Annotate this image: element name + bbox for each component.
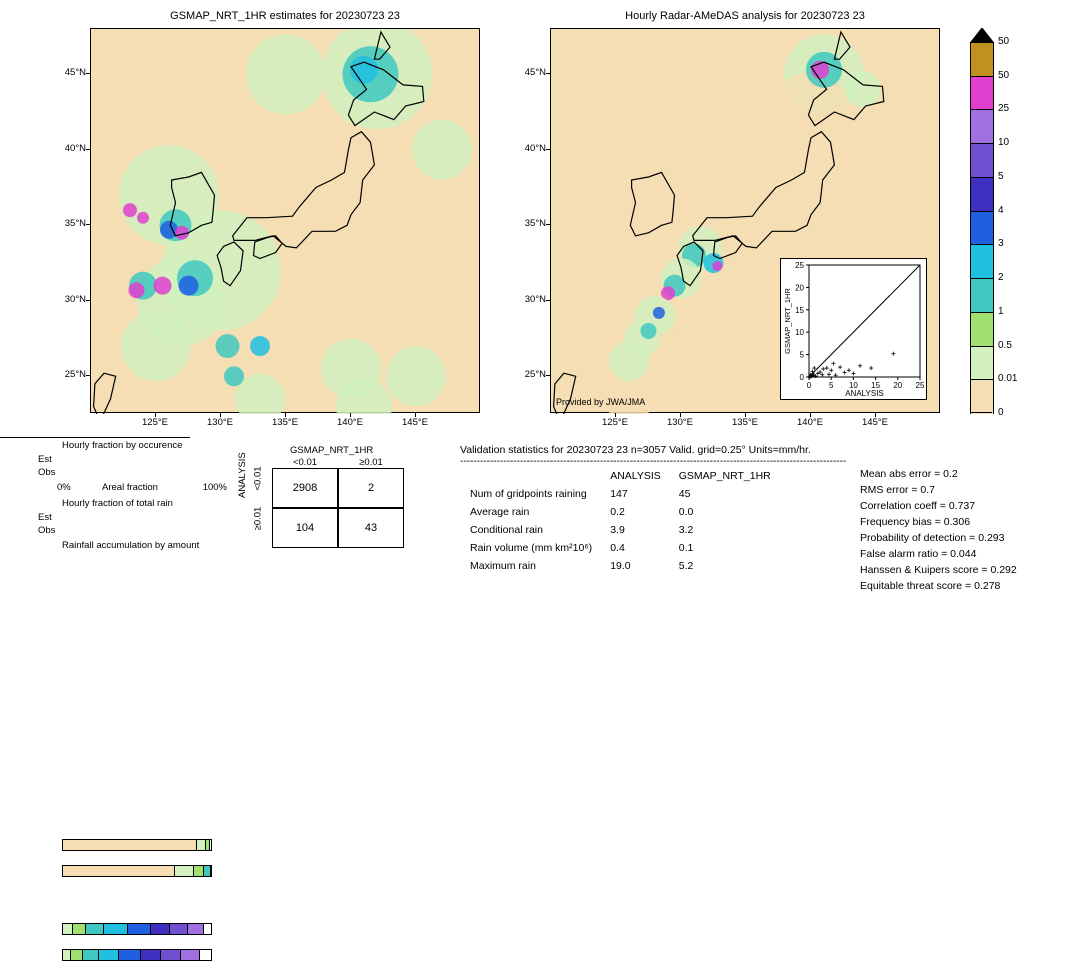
validation-metrics: Mean abs error = 0.2RMS error = 0.7Corre…: [860, 466, 1017, 594]
map-title: GSMAP_NRT_1HR estimates for 20230723 23: [90, 10, 480, 22]
map-panel: [90, 28, 480, 413]
svg-text:10: 10: [795, 328, 804, 337]
validation-title: Validation statistics for 20230723 23 n=…: [460, 444, 811, 456]
svg-text:0: 0: [807, 381, 812, 390]
contingency-cell: 104: [272, 508, 338, 548]
contingency-cell: 43: [338, 508, 404, 548]
map-title: Hourly Radar-AMeDAS analysis for 2023072…: [550, 10, 940, 22]
svg-text:20: 20: [893, 381, 902, 390]
svg-text:25: 25: [795, 261, 804, 270]
occurrence-title: Hourly fraction by occurence: [62, 440, 182, 451]
svg-text:25: 25: [916, 381, 925, 390]
validation-table: ANALYSISGSMAP_NRT_1HRNum of gridpoints r…: [460, 466, 781, 576]
svg-text:15: 15: [795, 306, 804, 315]
svg-text:20: 20: [795, 283, 804, 292]
map-credit: Provided by JWA/JMA: [556, 397, 645, 407]
contingency-cell: 2: [338, 468, 404, 508]
totalrain-title: Hourly fraction of total rain: [62, 498, 173, 509]
contingency-title: GSMAP_NRT_1HR: [290, 445, 373, 456]
scatter-inset: 00551010151520202525ANALYSISGSMAP_NRT_1H…: [780, 258, 927, 400]
colorbar: 00.010.51234510255050: [970, 28, 1030, 413]
contingency-cell: 2908: [272, 468, 338, 508]
svg-text:5: 5: [829, 381, 834, 390]
svg-text:5: 5: [800, 351, 805, 360]
svg-text:0: 0: [800, 373, 805, 382]
svg-text:GSMAP_NRT_1HR: GSMAP_NRT_1HR: [783, 288, 792, 354]
svg-text:ANALYSIS: ANALYSIS: [845, 389, 884, 398]
